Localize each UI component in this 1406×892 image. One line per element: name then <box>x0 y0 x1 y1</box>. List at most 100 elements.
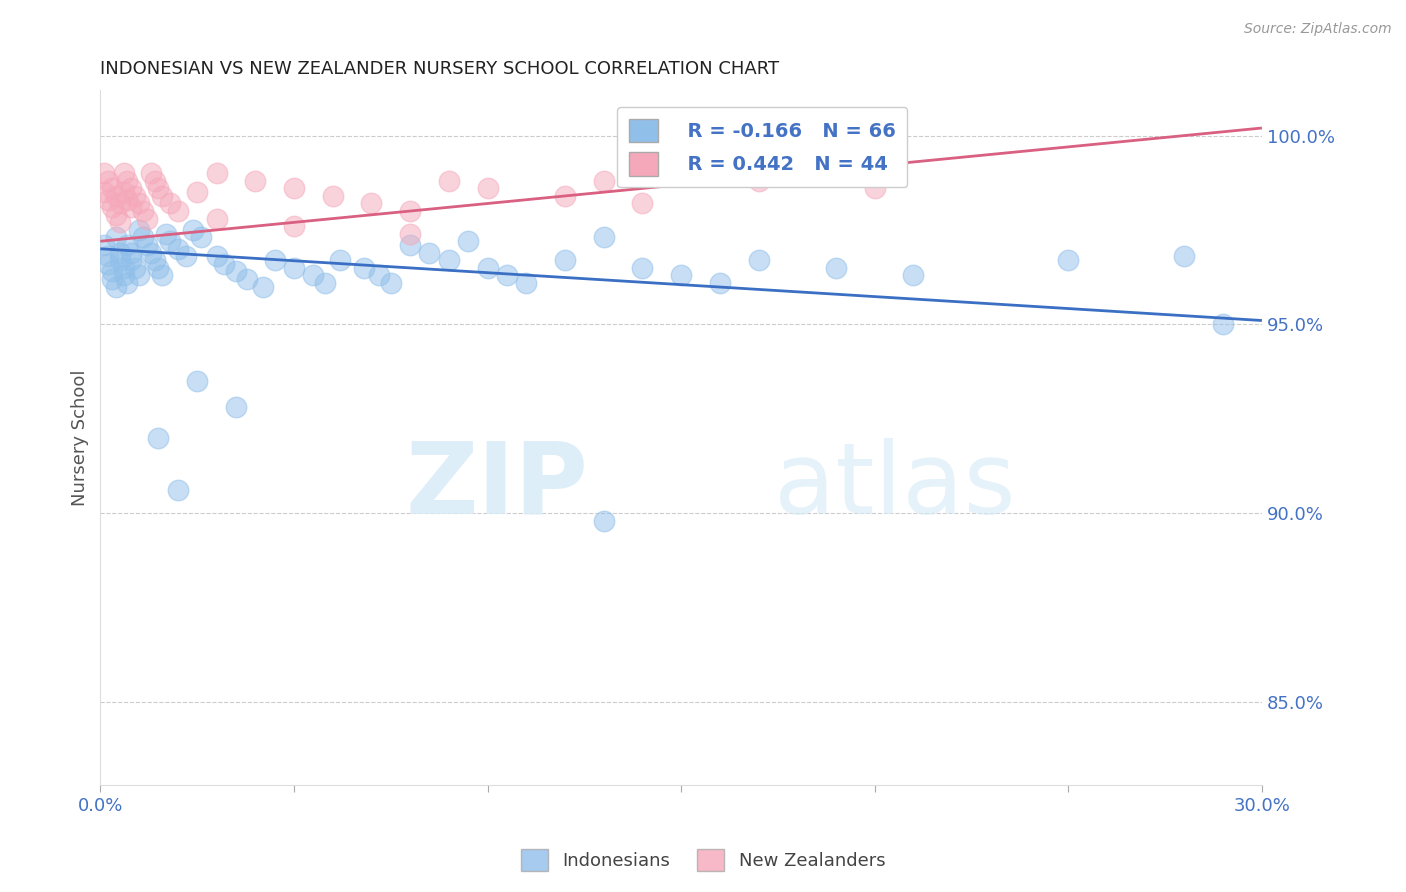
Legend:   R = -0.166   N = 66,   R = 0.442   N = 44: R = -0.166 N = 66, R = 0.442 N = 44 <box>617 107 907 187</box>
Point <box>252 279 274 293</box>
Point <box>418 245 440 260</box>
Point <box>104 230 127 244</box>
Point <box>205 249 228 263</box>
Point <box>159 234 181 248</box>
Point <box>104 279 127 293</box>
Point <box>631 260 654 275</box>
Point <box>97 249 120 263</box>
Text: atlas: atlas <box>775 438 1015 534</box>
Point <box>748 253 770 268</box>
Point <box>104 189 127 203</box>
Text: INDONESIAN VS NEW ZEALANDER NURSERY SCHOOL CORRELATION CHART: INDONESIAN VS NEW ZEALANDER NURSERY SCHO… <box>100 60 779 78</box>
Point <box>128 196 150 211</box>
Point <box>437 174 460 188</box>
Point <box>117 276 139 290</box>
Point <box>132 204 155 219</box>
Point <box>128 223 150 237</box>
Point <box>368 268 391 283</box>
Point <box>186 185 208 199</box>
Legend: Indonesians, New Zealanders: Indonesians, New Zealanders <box>513 842 893 879</box>
Point <box>399 204 422 219</box>
Point <box>592 174 614 188</box>
Point <box>108 253 131 268</box>
Point <box>159 196 181 211</box>
Point <box>112 268 135 283</box>
Point <box>101 272 124 286</box>
Point <box>108 196 131 211</box>
Point <box>97 174 120 188</box>
Point <box>93 185 115 199</box>
Point <box>166 242 188 256</box>
Point <box>225 264 247 278</box>
Point <box>669 166 692 180</box>
Point <box>143 174 166 188</box>
Point <box>554 253 576 268</box>
Point <box>314 276 336 290</box>
Point <box>399 238 422 252</box>
Point <box>669 268 692 283</box>
Point <box>748 174 770 188</box>
Point <box>117 193 139 207</box>
Y-axis label: Nursery School: Nursery School <box>72 369 89 506</box>
Point <box>93 238 115 252</box>
Point <box>135 211 157 226</box>
Point <box>709 276 731 290</box>
Point <box>117 174 139 188</box>
Point <box>120 253 142 268</box>
Point <box>181 223 204 237</box>
Point <box>117 238 139 252</box>
Point <box>283 219 305 234</box>
Point <box>124 189 146 203</box>
Point <box>174 249 197 263</box>
Point <box>302 268 325 283</box>
Point <box>139 245 162 260</box>
Point <box>236 272 259 286</box>
Point <box>205 166 228 180</box>
Point <box>515 276 537 290</box>
Point <box>245 174 267 188</box>
Point <box>108 245 131 260</box>
Point <box>112 185 135 199</box>
Point <box>283 260 305 275</box>
Point <box>631 196 654 211</box>
Point <box>112 260 135 275</box>
Point <box>128 268 150 283</box>
Point <box>108 215 131 229</box>
Point <box>592 230 614 244</box>
Point <box>120 245 142 260</box>
Point <box>1173 249 1195 263</box>
Point <box>124 260 146 275</box>
Point <box>93 166 115 180</box>
Point <box>148 181 170 195</box>
Point <box>148 260 170 275</box>
Point <box>97 257 120 271</box>
Point <box>1057 253 1080 268</box>
Point <box>903 268 925 283</box>
Point <box>97 193 120 207</box>
Point <box>101 181 124 195</box>
Point <box>399 227 422 241</box>
Point <box>143 253 166 268</box>
Point <box>380 276 402 290</box>
Point <box>112 166 135 180</box>
Point <box>104 208 127 222</box>
Point <box>554 189 576 203</box>
Point <box>101 264 124 278</box>
Point <box>190 230 212 244</box>
Text: ZIP: ZIP <box>405 438 588 534</box>
Point <box>166 483 188 498</box>
Text: Source: ZipAtlas.com: Source: ZipAtlas.com <box>1244 22 1392 37</box>
Point <box>225 401 247 415</box>
Point <box>360 196 382 211</box>
Point <box>150 268 173 283</box>
Point <box>496 268 519 283</box>
Point <box>135 238 157 252</box>
Point <box>1212 318 1234 332</box>
Point <box>477 260 499 275</box>
Point <box>101 200 124 214</box>
Point <box>825 260 848 275</box>
Point <box>212 257 235 271</box>
Point <box>263 253 285 268</box>
Point <box>457 234 479 248</box>
Point <box>186 374 208 388</box>
